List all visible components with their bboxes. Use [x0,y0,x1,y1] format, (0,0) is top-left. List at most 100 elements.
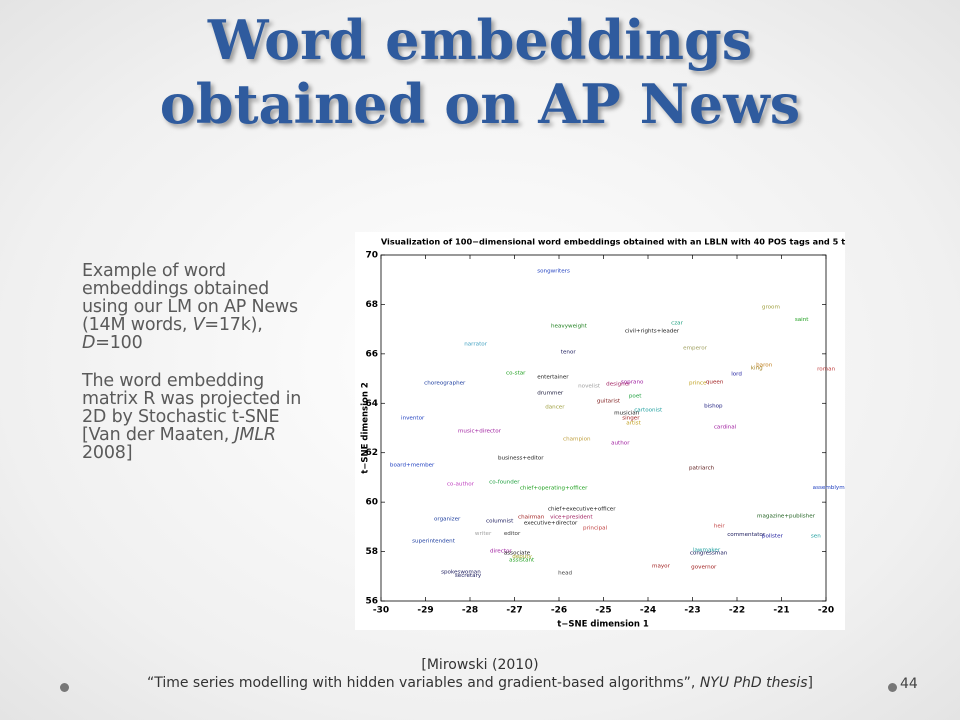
word-label: choreographer [424,381,466,387]
title-line: Word embeddings [207,8,753,72]
word-label: assemblyman [813,485,845,491]
page-number: 44 [900,676,918,692]
word-label: drummer [537,391,564,397]
word-label: champion [563,437,591,443]
word-label: congressman [690,551,728,557]
word-label: chief+operating+officer [520,486,588,492]
text: JMLR [234,425,276,445]
text: “Time series modelling with hidden varia… [146,675,700,691]
word-label: sen [811,534,821,540]
plot-frame [380,254,827,602]
word-label: queen [706,380,724,386]
word-label: inventor [401,416,425,422]
word-label: mayor [652,564,671,570]
word-label: co-author [447,482,475,488]
paragraph: Example of word embeddings obtained usin… [82,262,314,352]
word-label: civil+rights+leader [625,329,680,335]
word-label: commentator [727,532,766,538]
y-tick-label: 56 [365,597,378,607]
word-label: associate [504,551,531,557]
text: ] [807,675,814,691]
x-tick-label: -20 [818,606,834,616]
word-label: music+director [458,429,502,435]
word-label: co-founder [489,480,520,486]
word-label: soprano [621,380,644,386]
word-label: spokeswoman [441,570,481,576]
word-label: groom [762,305,780,311]
word-label: head [558,571,572,577]
text: =17k), [204,315,263,335]
x-tick-label: -21 [773,606,789,616]
y-tick-label: 58 [365,547,378,557]
x-tick-label: -28 [462,606,478,616]
x-tick-label: -30 [373,606,389,616]
word-label: musician [614,411,640,417]
word-label: organizer [434,517,461,523]
word-label: director [490,549,512,555]
word-label: executive+director [524,521,578,527]
slide-title: Word embeddings obtained on AP News [0,8,960,136]
word-label: bishop [704,404,723,410]
word-label: novelist [578,383,601,389]
text: =100 [95,333,143,353]
word-label: principal [583,526,608,532]
bullet-dot [60,683,69,692]
word-label: designer [606,382,631,388]
text: D [82,333,96,353]
y-axis-label: t−SNE dimension 2 [361,382,371,474]
text: NYU PhD thesis [699,675,808,691]
word-label: guitarist [597,399,621,405]
word-label: business+editor [498,456,544,462]
word-label: songwriters [537,269,570,275]
word-label: lawmaker [693,548,721,554]
x-tick-label: -23 [684,606,700,616]
word-label: narrator [464,341,488,347]
word-label: artist [626,421,641,427]
x-tick-label: -26 [551,606,567,616]
word-label: magazine+publisher [757,514,816,520]
bullet-dot [888,683,897,692]
x-axis-label: t−SNE dimension 1 [557,620,649,630]
word-label: prince [689,381,707,387]
chart: Visualization of 100−dimensional word em… [361,237,870,630]
word-label: author [611,441,630,447]
y-tick-label: 68 [365,300,378,310]
word-label: deputy [512,554,532,560]
text: 2008] [82,443,133,463]
word-label: governor [691,565,717,571]
word-label: secretary [455,573,482,579]
title-line: obtained on AP News [159,72,801,136]
footer-line: [Mirowski (2010) [421,657,539,673]
y-tick-label: 64 [365,399,378,409]
word-label: lord [731,372,742,378]
word-label: superintendent [412,539,456,545]
word-label: co-star [506,371,526,377]
word-label: saint [795,317,809,323]
y-tick-label: 60 [365,498,378,508]
word-label: emperor [683,346,707,352]
word-label: editor [504,531,521,537]
word-label: singer [622,416,640,422]
x-tick-label: -24 [640,606,656,616]
word-label: cardinal [714,425,737,431]
word-label: chief+executive+officer [548,507,616,513]
word-label: pollster [762,534,784,540]
word-label: dancer [545,405,565,411]
paragraph: The word embedding matrix R was projecte… [82,372,314,462]
word-label: board+member [390,463,435,469]
word-label: king [751,365,763,371]
figure: Visualization of 100−dimensional word em… [355,232,870,630]
slide-body: Example of word embeddings obtained usin… [82,262,314,482]
chart-title: Visualization of 100−dimensional word em… [381,237,845,247]
word-label: baron [756,362,773,368]
word-label: poet [629,394,642,400]
x-tick-label: -22 [729,606,745,616]
y-tick-label: 62 [365,448,378,458]
x-tick-label: -29 [417,606,433,616]
text: The word embedding matrix R was projecte… [82,371,302,445]
word-label: czar [671,320,683,326]
footer-line: “Time series modelling with hidden varia… [0,674,960,692]
footer: [Mirowski (2010) “Time series modelling … [0,656,960,692]
word-label: heir [714,524,726,530]
